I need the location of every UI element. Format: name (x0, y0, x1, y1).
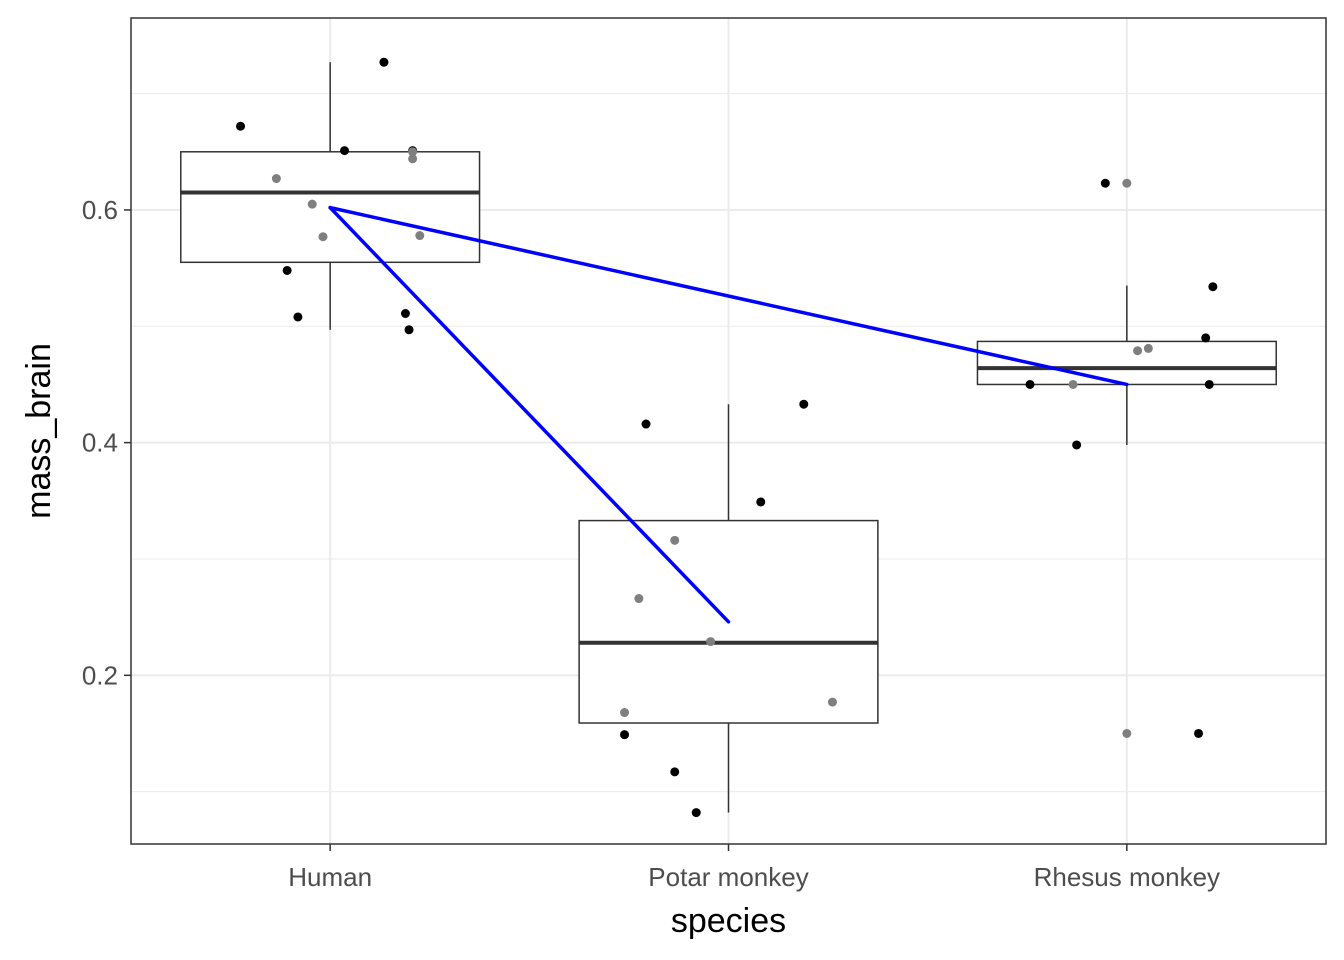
mean-trend-line (328, 205, 731, 624)
x-axis-title: species (671, 902, 786, 940)
data-point (1072, 440, 1082, 450)
data-point (271, 174, 281, 184)
data-point (1100, 178, 1110, 188)
data-point (1204, 379, 1214, 389)
data-point (1201, 333, 1211, 343)
x-tick-label: Potar monkey (648, 862, 808, 892)
data-point (408, 154, 418, 164)
data-point (1143, 343, 1153, 353)
data-point (691, 808, 701, 818)
data-point (706, 637, 716, 647)
data-point (408, 147, 418, 157)
data-point (1068, 379, 1078, 389)
data-point (641, 419, 651, 429)
data-point (379, 57, 389, 67)
data-point (1208, 282, 1218, 292)
mean-trend-lines (328, 205, 1129, 624)
data-point (1194, 728, 1204, 738)
data-point (404, 325, 414, 335)
data-point (415, 231, 425, 241)
y-axis-title: mass_brain (20, 343, 58, 519)
y-tick-label: 0.2 (82, 660, 118, 690)
data-point (400, 308, 410, 318)
mean-trend-line (328, 205, 1129, 387)
data-point (236, 121, 246, 131)
x-tick-label: Human (288, 862, 372, 892)
data-point (318, 232, 328, 242)
data-point (620, 730, 630, 740)
data-point (756, 497, 766, 507)
y-tick-label: 0.4 (82, 428, 118, 458)
data-point (282, 265, 292, 275)
data-point (1122, 728, 1132, 738)
data-points (236, 57, 1218, 818)
data-point (620, 708, 630, 718)
data-point (1133, 346, 1143, 356)
data-point (1025, 379, 1035, 389)
data-point (670, 535, 680, 545)
data-point (827, 697, 837, 707)
data-point (340, 146, 350, 156)
y-tick-label: 0.6 (82, 195, 118, 225)
data-point (799, 399, 809, 409)
data-point (1122, 178, 1132, 188)
data-point (293, 312, 303, 322)
x-tick-label: Rhesus monkey (1034, 862, 1220, 892)
data-point (307, 199, 317, 209)
axes: 0.2 0.4 0.6 Human Potar monkey Rhesus monkey (82, 195, 1220, 892)
data-point (634, 594, 644, 604)
data-point (670, 767, 680, 777)
